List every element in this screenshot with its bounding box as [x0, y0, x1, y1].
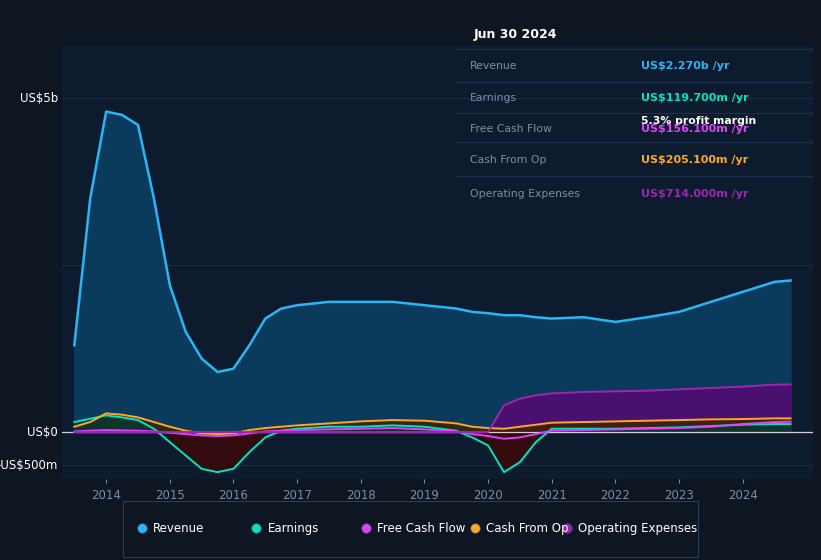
- Text: Free Cash Flow: Free Cash Flow: [377, 521, 466, 535]
- Text: Jun 30 2024: Jun 30 2024: [474, 28, 557, 41]
- Text: US$714.000m /yr: US$714.000m /yr: [641, 189, 749, 199]
- Text: Earnings: Earnings: [268, 521, 319, 535]
- Text: Operating Expenses: Operating Expenses: [578, 521, 698, 535]
- Text: Cash From Op: Cash From Op: [486, 521, 569, 535]
- Text: Free Cash Flow: Free Cash Flow: [470, 124, 552, 134]
- Text: 5.3% profit margin: 5.3% profit margin: [641, 116, 757, 127]
- Text: US$5b: US$5b: [20, 92, 57, 105]
- Text: US$119.700m /yr: US$119.700m /yr: [641, 94, 749, 104]
- Text: Cash From Op: Cash From Op: [470, 155, 547, 165]
- Text: US$156.100m /yr: US$156.100m /yr: [641, 124, 749, 134]
- Text: US$0: US$0: [27, 426, 57, 438]
- Text: Revenue: Revenue: [153, 521, 204, 535]
- Text: US$205.100m /yr: US$205.100m /yr: [641, 155, 749, 165]
- Text: Revenue: Revenue: [470, 60, 517, 71]
- Text: -US$500m: -US$500m: [0, 459, 57, 472]
- Text: US$2.270b /yr: US$2.270b /yr: [641, 60, 730, 71]
- Text: Earnings: Earnings: [470, 94, 517, 104]
- Text: Operating Expenses: Operating Expenses: [470, 189, 580, 199]
